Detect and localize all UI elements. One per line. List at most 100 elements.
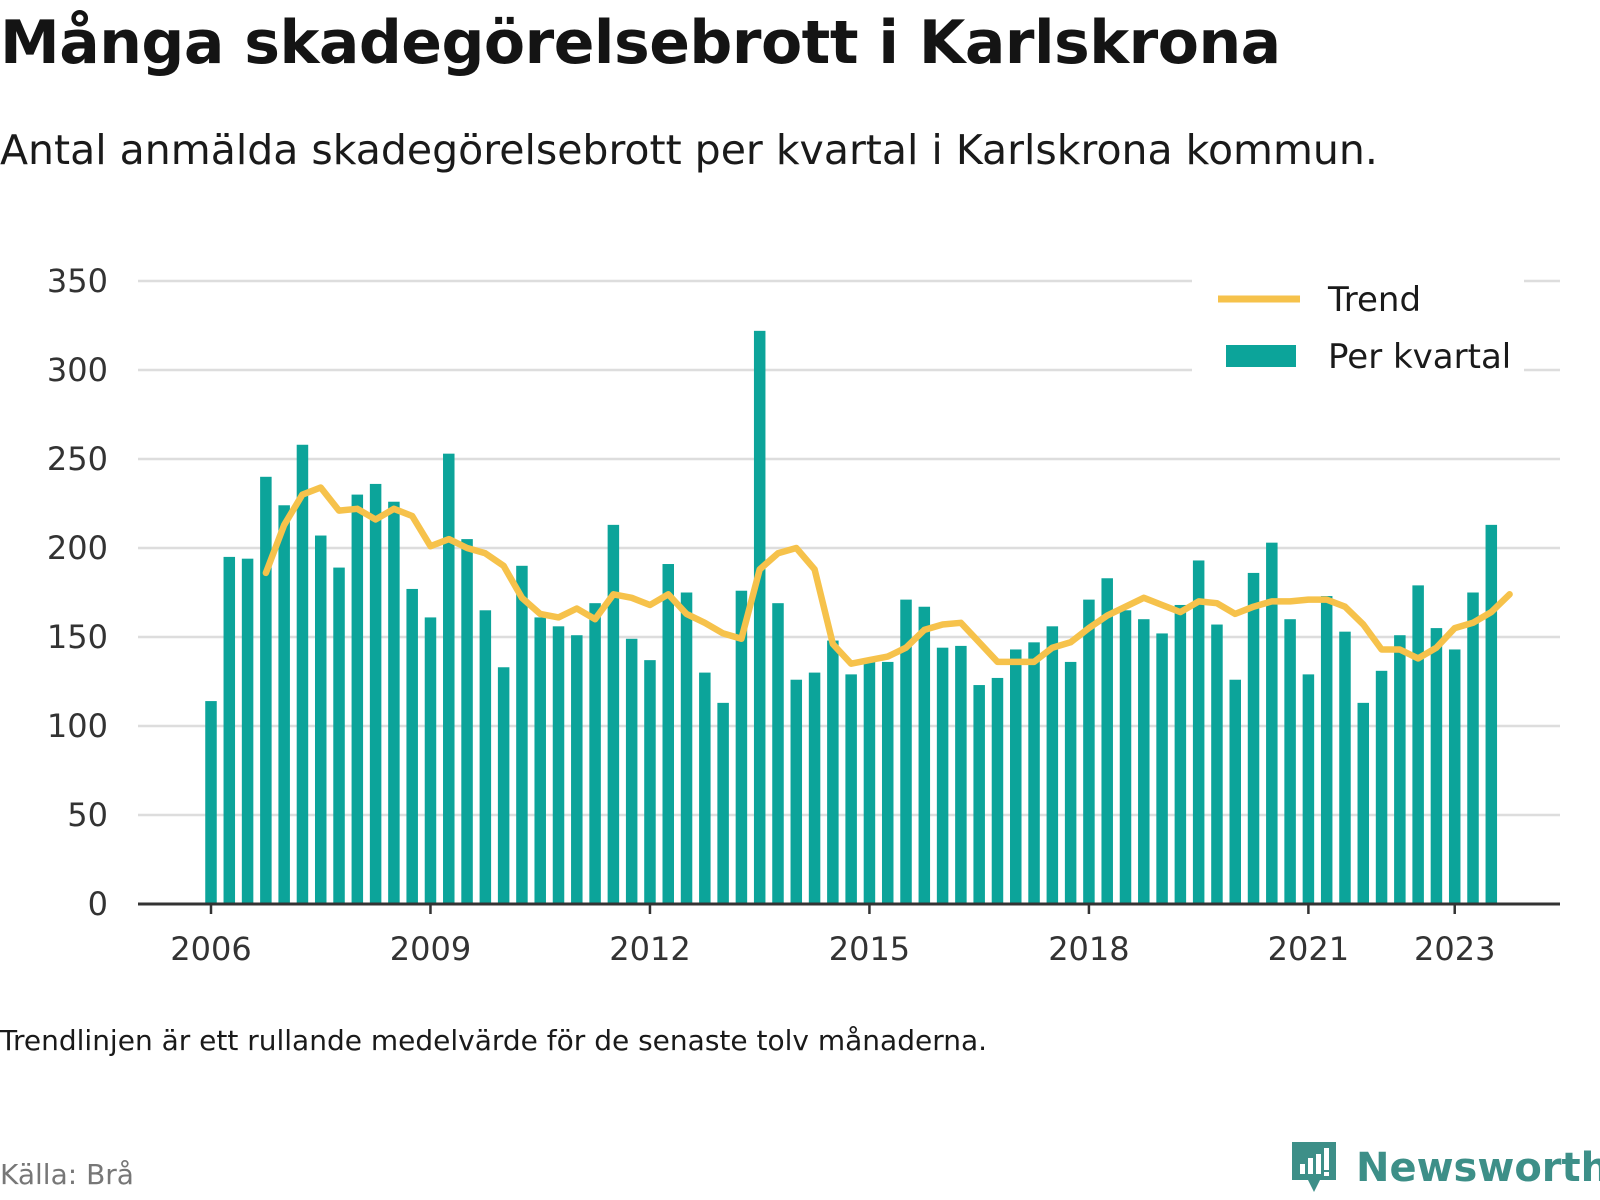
x-tick-label: 2006 xyxy=(170,930,251,968)
bar xyxy=(1156,633,1168,904)
y-tick-label: 50 xyxy=(67,796,108,834)
bar-series xyxy=(205,330,1498,905)
bar xyxy=(369,483,382,904)
bar xyxy=(424,617,437,904)
bar xyxy=(406,588,418,904)
x-tick-label: 2021 xyxy=(1268,930,1349,968)
legend: Trend Per kvartal xyxy=(1192,277,1524,377)
bar xyxy=(1119,610,1132,904)
bar xyxy=(1138,619,1150,904)
bar xyxy=(1375,670,1388,904)
x-tick-label: 2015 xyxy=(829,930,910,968)
bar xyxy=(1448,649,1461,904)
bar xyxy=(1467,592,1479,904)
bar xyxy=(1284,619,1296,904)
bar xyxy=(1339,631,1351,904)
bar xyxy=(516,565,528,904)
bar xyxy=(1247,572,1260,904)
y-tick-label: 150 xyxy=(47,618,108,656)
bar xyxy=(1266,542,1278,904)
x-tick-label: 2012 xyxy=(609,930,690,968)
bar xyxy=(1430,628,1443,904)
bar xyxy=(991,677,1004,904)
bar xyxy=(296,444,309,904)
bar xyxy=(589,603,601,904)
bar xyxy=(388,501,400,904)
bar xyxy=(1357,702,1370,904)
bar xyxy=(936,647,949,904)
bar xyxy=(680,592,693,904)
legend-bar-label: Per kvartal xyxy=(1328,337,1511,377)
y-tick-label: 350 xyxy=(47,262,108,300)
bar xyxy=(223,556,236,904)
bar xyxy=(625,638,638,904)
source-label: Källa: Brå xyxy=(0,1158,134,1191)
bar xyxy=(918,606,931,904)
newsworthy-logo-icon xyxy=(1292,1142,1336,1192)
x-axis: 2006 2009 2012 2015 2018 2021 2023 xyxy=(138,902,1560,968)
bar xyxy=(1192,560,1205,904)
bar xyxy=(1229,679,1241,904)
bar xyxy=(497,667,510,904)
footnote: Trendlinjen är ett rullande medelvärde f… xyxy=(0,1024,988,1057)
bar xyxy=(571,635,583,904)
y-tick-label: 250 xyxy=(47,440,108,478)
bar xyxy=(1174,604,1187,904)
bar xyxy=(443,453,455,904)
bar xyxy=(717,702,729,904)
y-axis-ticks: 0 50 100 150 200 250 300 350 xyxy=(47,262,108,923)
chart-subtitle: Antal anmälda skadegörelsebrott per kvar… xyxy=(0,126,1378,174)
bar xyxy=(973,685,985,904)
brand-logo: Newsworthy xyxy=(1290,1140,1600,1196)
bar xyxy=(479,610,492,904)
bar xyxy=(1394,635,1406,904)
bar xyxy=(552,626,565,904)
bar xyxy=(205,701,217,904)
x-tick-label: 2009 xyxy=(390,930,471,968)
bar xyxy=(808,672,821,904)
bar xyxy=(241,558,254,904)
bar xyxy=(863,661,876,904)
bar xyxy=(314,535,327,904)
bar xyxy=(644,660,656,904)
bar xyxy=(607,524,620,904)
x-tick-label: 2023 xyxy=(1414,930,1495,968)
bar xyxy=(1211,624,1223,904)
bar xyxy=(790,679,803,904)
bar xyxy=(278,505,290,904)
y-tick-label: 100 xyxy=(47,707,108,745)
chart-title: Många skadegörelsebrott i Karlskrona xyxy=(0,8,1281,78)
bar xyxy=(1320,596,1333,904)
bar xyxy=(461,539,473,904)
bar xyxy=(772,603,784,904)
y-tick-label: 200 xyxy=(47,529,108,567)
bar xyxy=(845,674,857,904)
bar xyxy=(1064,661,1077,904)
bar xyxy=(1412,585,1424,904)
brand-name: Newsworthy xyxy=(1356,1145,1600,1191)
bar xyxy=(260,476,272,904)
bar xyxy=(735,590,748,904)
bar xyxy=(753,330,766,905)
bar xyxy=(1485,524,1498,904)
bar xyxy=(1028,642,1040,904)
bar xyxy=(1046,626,1059,904)
bar xyxy=(351,494,364,904)
bar xyxy=(662,564,674,904)
legend-trend-label: Trend xyxy=(1327,280,1421,320)
bar xyxy=(534,617,546,904)
bar xyxy=(1302,674,1315,904)
bar xyxy=(955,645,967,904)
bar xyxy=(699,672,711,904)
trend-series xyxy=(262,484,1513,667)
y-tick-label: 0 xyxy=(88,885,108,923)
x-tick-label: 2018 xyxy=(1048,930,1129,968)
bar xyxy=(1010,649,1022,904)
bar xyxy=(333,567,345,904)
trend-line xyxy=(262,484,1513,667)
bar xyxy=(1101,578,1113,904)
legend-bar-swatch xyxy=(1226,345,1296,367)
y-tick-label: 300 xyxy=(47,351,108,389)
bar xyxy=(900,599,912,904)
